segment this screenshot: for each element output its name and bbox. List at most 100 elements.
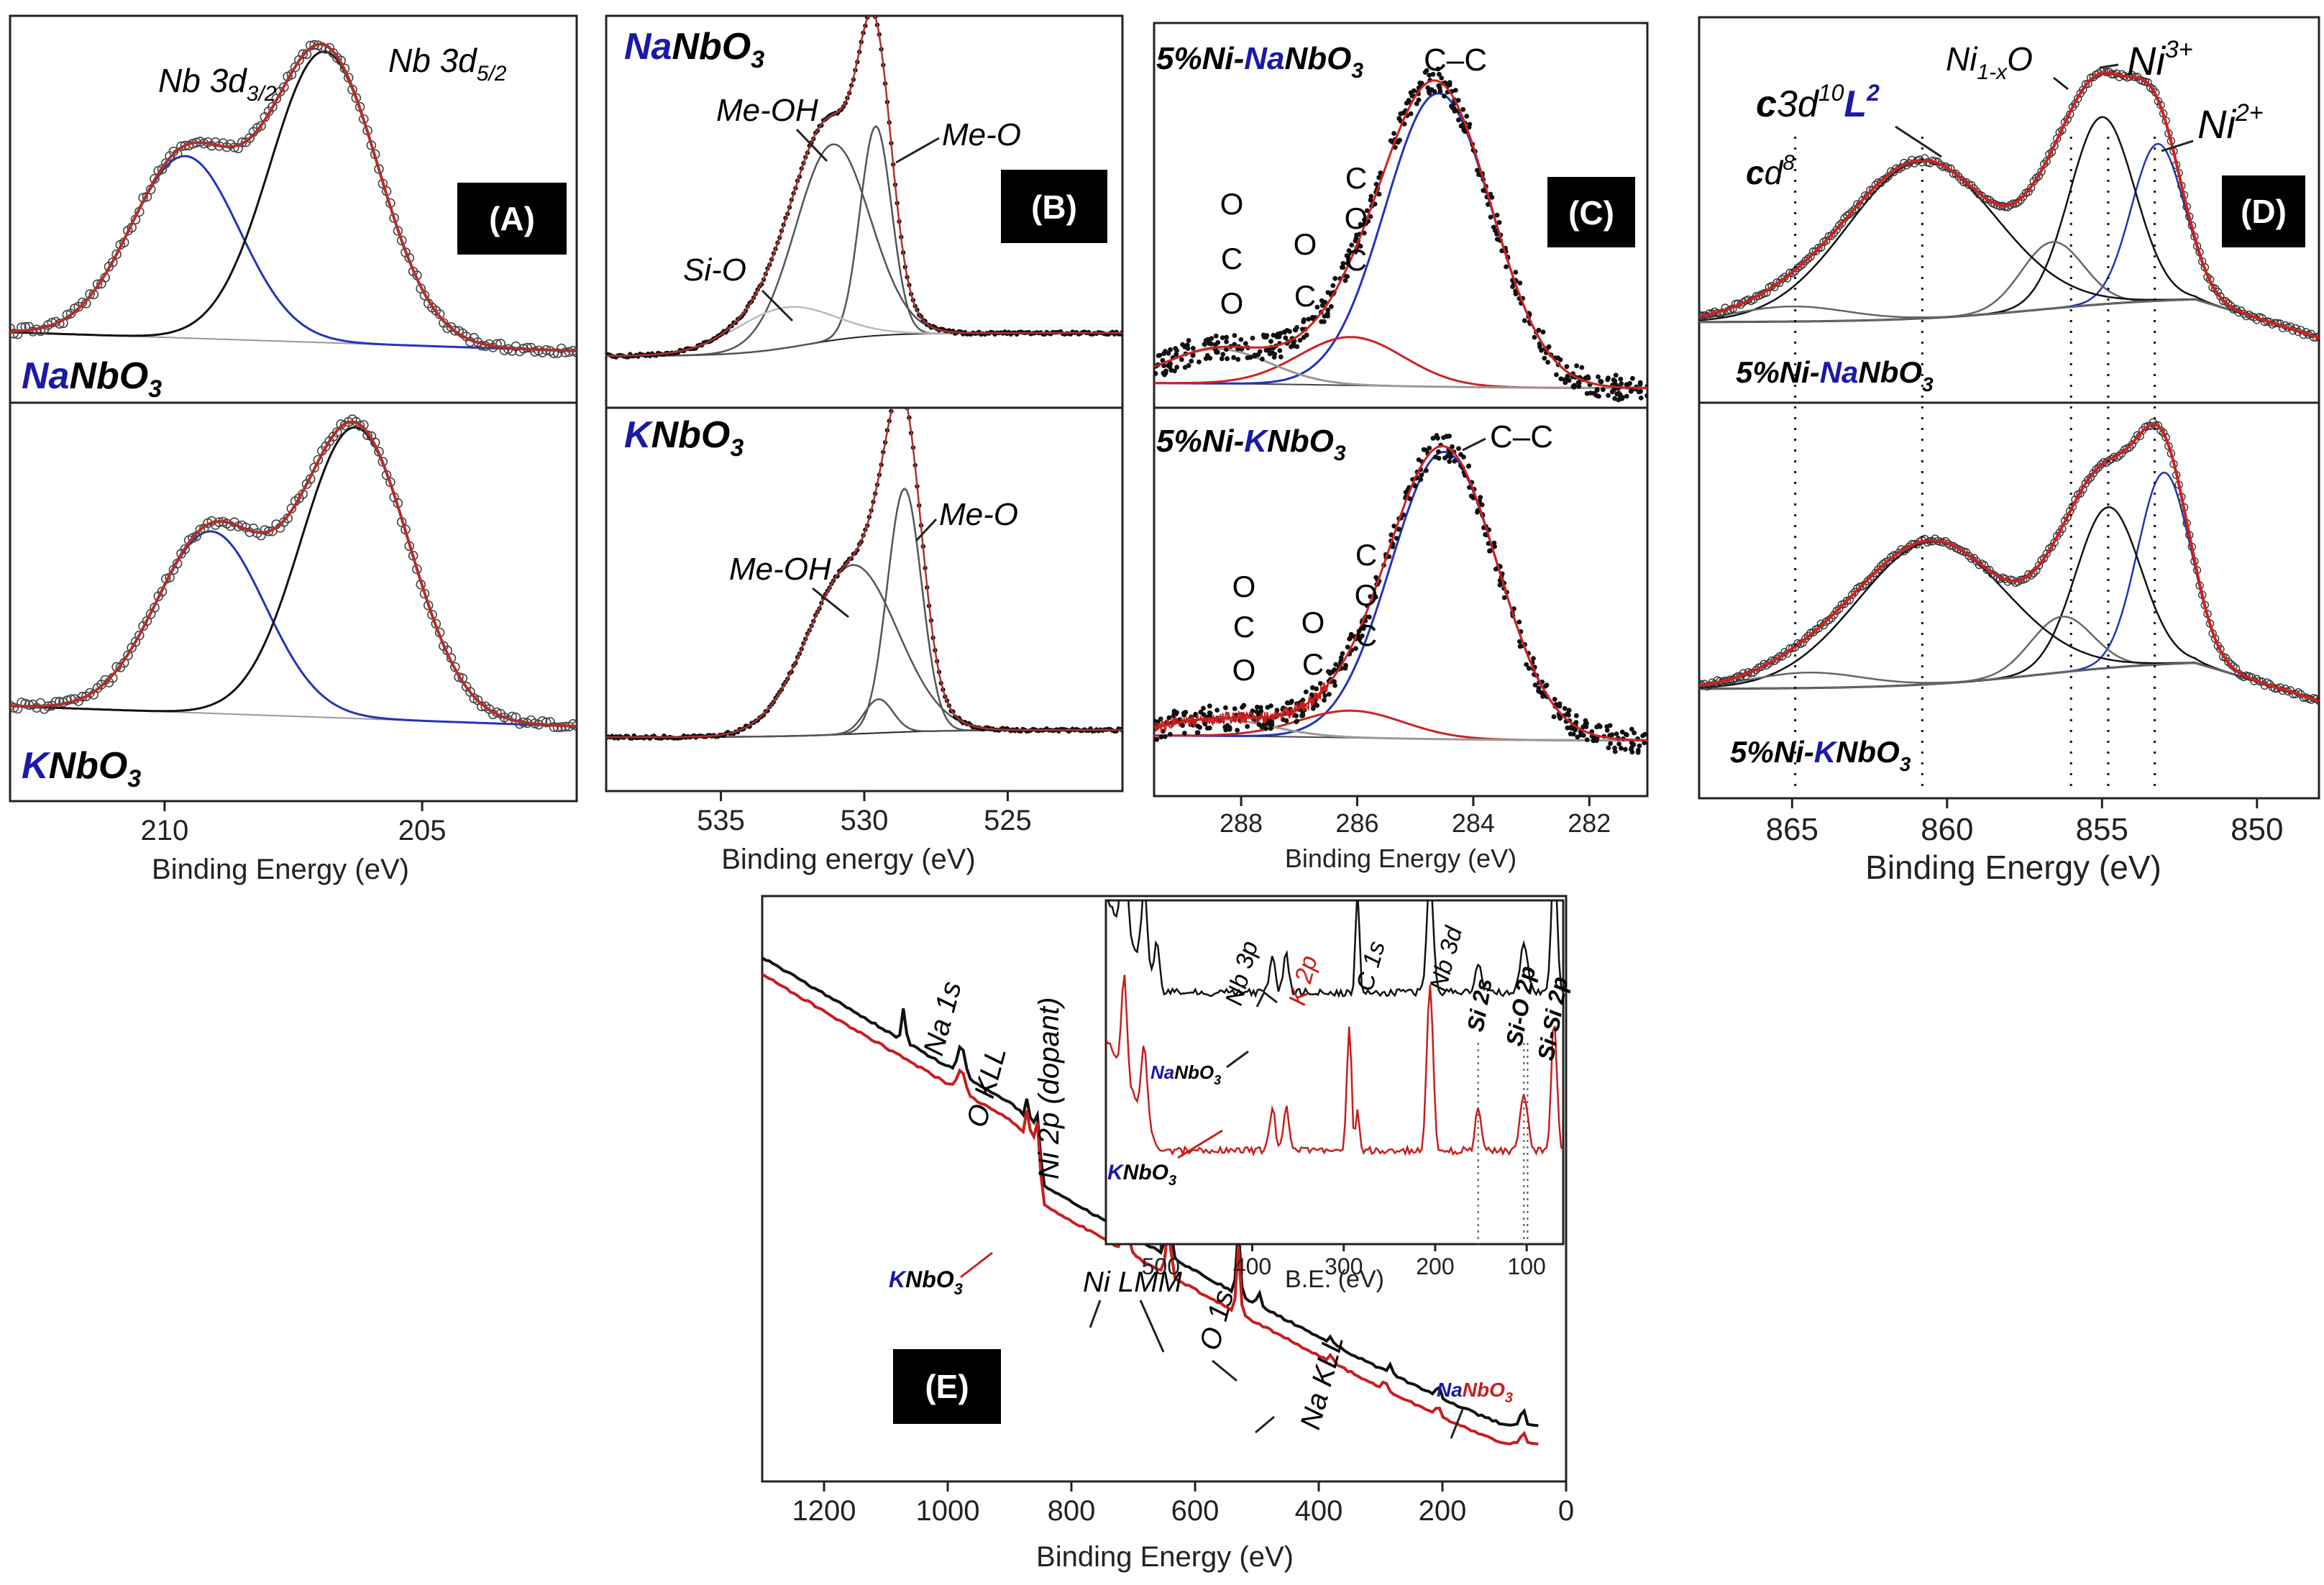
panel-a-bottom-plot bbox=[10, 414, 577, 733]
data-point-D2 bbox=[2097, 460, 2105, 469]
data-point-A1 bbox=[108, 257, 118, 268]
data-point-C2 bbox=[1303, 689, 1309, 695]
data-point-C1 bbox=[1261, 334, 1267, 339]
data-point-C1 bbox=[1439, 76, 1445, 81]
data-point-C2 bbox=[1340, 651, 1345, 657]
e-tick-label-600: 600 bbox=[1171, 1495, 1220, 1527]
data-point-D2 bbox=[1832, 606, 1841, 616]
sample-label-d-top: 5%Ni-NaNbO3 bbox=[1736, 355, 1934, 396]
data-point-C2 bbox=[1195, 730, 1201, 735]
data-point-C1 bbox=[1456, 117, 1461, 123]
data-point-C1 bbox=[1619, 381, 1624, 386]
data-point-C2 bbox=[1573, 713, 1579, 718]
data-point-C2 bbox=[1435, 435, 1440, 441]
data-point-C2 bbox=[1479, 502, 1485, 508]
data-point-D1 bbox=[1795, 262, 1805, 270]
e-tick-label-200: 200 bbox=[1419, 1495, 1467, 1527]
data-point-C2 bbox=[1394, 536, 1399, 541]
data-point-C2 bbox=[1289, 698, 1294, 704]
leader-e-o1s bbox=[1212, 1359, 1238, 1382]
data-point-D1 bbox=[1845, 210, 1854, 219]
inset-series-1 bbox=[1106, 974, 1563, 1157]
data-point-C1 bbox=[1612, 396, 1618, 401]
data-point-C1 bbox=[1638, 396, 1644, 401]
data-point-D2 bbox=[2159, 429, 2168, 437]
data-point-C1 bbox=[1174, 365, 1180, 370]
data-point-C2 bbox=[1584, 737, 1590, 742]
data-point-C1 bbox=[1277, 348, 1283, 353]
data-point-C2 bbox=[1268, 726, 1273, 731]
data-point-C2 bbox=[1531, 656, 1536, 661]
functional-groups-c-top: O C O O C C O C bbox=[1220, 161, 1368, 320]
oco-o2-top: O bbox=[1220, 286, 1244, 320]
data-point-C2 bbox=[1532, 682, 1538, 688]
data-point-C2 bbox=[1562, 705, 1568, 711]
panel-d-reference-lines bbox=[1794, 137, 2156, 791]
data-point-C2 bbox=[1623, 746, 1628, 752]
data-point-C1 bbox=[1340, 260, 1346, 266]
data-point-C2 bbox=[1478, 495, 1483, 500]
data-point-C1 bbox=[1437, 85, 1442, 91]
data-point-D1 bbox=[1806, 252, 1815, 261]
data-point-C1 bbox=[1491, 224, 1496, 230]
data-point-C1 bbox=[1558, 376, 1564, 382]
sample-label-b-top: NaNbO3 bbox=[624, 26, 764, 73]
data-point-C1 bbox=[1594, 388, 1600, 393]
data-point-A1 bbox=[343, 73, 354, 83]
data-point-D2 bbox=[1964, 552, 1973, 560]
panel-a-frame bbox=[9, 14, 578, 803]
data-point-C2 bbox=[1539, 690, 1545, 695]
panel-c-x-axis: 288 286 284 282 bbox=[1220, 796, 1611, 838]
data-point-C2 bbox=[1343, 662, 1348, 668]
data-point-C2 bbox=[1322, 698, 1327, 703]
data-point-C2 bbox=[1468, 493, 1474, 499]
coc-o-bottom: O bbox=[1355, 578, 1378, 612]
data-point-C1 bbox=[1408, 90, 1414, 96]
data-point-C2 bbox=[1491, 540, 1497, 546]
data-point-C2 bbox=[1575, 734, 1580, 740]
fit-peak-D2-4 bbox=[1699, 662, 2319, 702]
data-point-C1 bbox=[1624, 393, 1629, 399]
data-point-D1 bbox=[1837, 219, 1847, 228]
data-point-C1 bbox=[1496, 220, 1502, 225]
data-point-C1 bbox=[1416, 97, 1422, 103]
data-point-C2 bbox=[1568, 731, 1573, 736]
data-point-C1 bbox=[1614, 391, 1620, 397]
data-point-C1 bbox=[1630, 375, 1635, 381]
data-point-C2 bbox=[1511, 606, 1516, 611]
data-point-C2 bbox=[1493, 567, 1499, 572]
e-tick-label-0: 0 bbox=[1558, 1495, 1574, 1527]
coc-c1-bottom: C bbox=[1355, 538, 1377, 572]
data-point-C2 bbox=[1430, 436, 1436, 441]
d-tick-label-855: 855 bbox=[2076, 812, 2128, 847]
data-point-C2 bbox=[1353, 646, 1358, 652]
data-point-C1 bbox=[1613, 373, 1619, 378]
panel-d-xlabel: Binding Energy (eV) bbox=[1865, 849, 2161, 886]
data-point-A1 bbox=[298, 49, 308, 60]
data-point-C1 bbox=[1358, 221, 1363, 227]
data-point-C1 bbox=[1574, 363, 1580, 369]
data-point-C1 bbox=[1252, 353, 1258, 359]
label-d-ni2: Ni2+ bbox=[2197, 99, 2264, 147]
panel-c-bottom-plot bbox=[1154, 433, 1647, 755]
data-point-D2 bbox=[1801, 634, 1810, 643]
data-point-C2 bbox=[1391, 524, 1397, 529]
panel-b-frame bbox=[605, 14, 1124, 792]
data-point-C1 bbox=[1637, 380, 1643, 385]
panel-c-xlabel: Binding Energy (eV) bbox=[1285, 844, 1516, 873]
sample-label-d-bottom: 5%Ni-KNbO3 bbox=[1730, 735, 1911, 775]
data-point-C1 bbox=[1364, 208, 1370, 214]
data-point-D1 bbox=[1752, 292, 1761, 301]
data-point-C2 bbox=[1632, 730, 1637, 736]
data-point-C1 bbox=[1235, 357, 1241, 362]
data-point-C2 bbox=[1333, 662, 1339, 667]
data-point-C1 bbox=[1232, 333, 1238, 338]
data-point-C2 bbox=[1286, 700, 1291, 705]
data-point-C1 bbox=[1435, 66, 1441, 72]
data-point-A1 bbox=[150, 173, 160, 184]
data-point-C1 bbox=[1306, 316, 1312, 322]
panel-e-x-axis: 1200 1000 800 600 400 200 0 bbox=[792, 1481, 1574, 1527]
data-point-C2 bbox=[1366, 614, 1372, 620]
data-point-C2 bbox=[1348, 631, 1354, 637]
peak-label-nb3d32: Nb 3d3/2 bbox=[158, 62, 277, 106]
